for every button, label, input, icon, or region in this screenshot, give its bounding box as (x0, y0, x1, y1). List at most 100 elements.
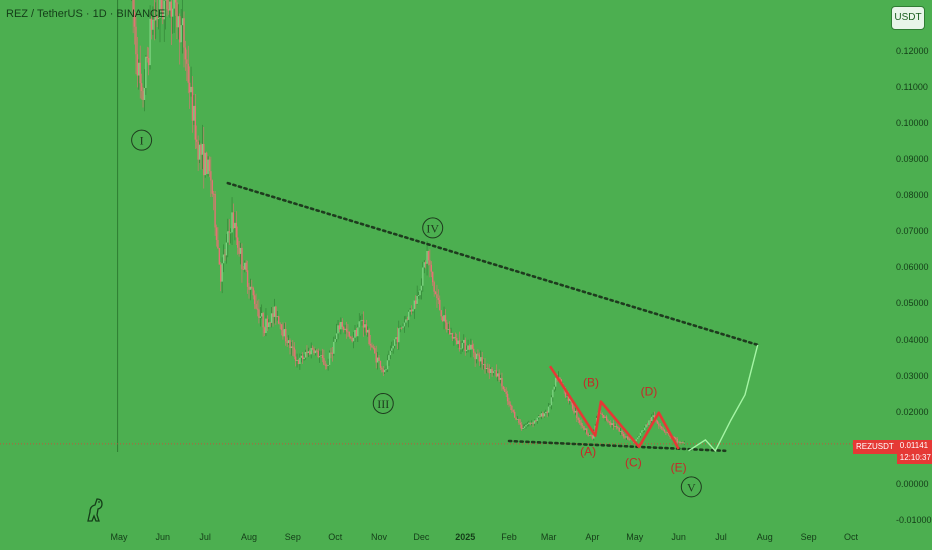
candle-body (645, 424, 647, 428)
candle-body (649, 420, 652, 422)
candle-body (253, 295, 256, 305)
x-tick-label: Aug (756, 532, 773, 542)
candle-body (600, 413, 602, 415)
wave-label: I (140, 134, 144, 148)
candle-body (238, 247, 240, 254)
candle-body (451, 333, 454, 339)
support-trendline (507, 439, 727, 453)
candle-body (385, 369, 387, 371)
candle-body (395, 337, 397, 340)
candle-body (679, 441, 681, 444)
correction-label: (E) (671, 461, 687, 475)
x-tick-label: 2025 (455, 532, 476, 542)
candle-body (362, 319, 365, 328)
candle-body (603, 414, 605, 418)
candle-body (638, 435, 640, 438)
candle-body (619, 431, 622, 432)
candle-body (489, 368, 492, 374)
tradingview-logo-icon[interactable] (84, 497, 106, 523)
candle-body (532, 422, 534, 424)
candle-body (147, 58, 150, 66)
candle-body (550, 397, 553, 406)
candle-body (666, 432, 668, 434)
candle-body (374, 348, 376, 354)
candle-body (429, 260, 431, 265)
candle-body (521, 424, 523, 429)
candle-body (583, 426, 585, 430)
x-tick-label: Oct (328, 532, 343, 542)
candle-body (203, 143, 205, 176)
candle-body (310, 348, 312, 355)
candle-body (263, 327, 266, 334)
candle-body (179, 16, 181, 43)
candle-body (169, 1, 171, 11)
candle-body (535, 420, 537, 422)
candle-body (586, 428, 588, 434)
candle-body (499, 377, 502, 380)
candle-body (434, 291, 437, 295)
candle-body (546, 411, 548, 413)
candle-body (478, 354, 481, 362)
candle-body (198, 144, 201, 160)
candle-body (381, 367, 383, 370)
candle-body (345, 328, 348, 332)
candle-body (463, 339, 465, 343)
candle-body (159, 0, 161, 18)
price-tag-countdown: 12:10:37 (899, 453, 931, 462)
candle-body (335, 333, 338, 340)
candle-body (248, 286, 250, 290)
candle-body (465, 349, 468, 352)
x-tick-label: Jul (715, 532, 727, 542)
candle-body (326, 365, 328, 367)
y-tick-label: 0.03000 (896, 370, 929, 381)
x-tick-label: Dec (413, 532, 430, 542)
x-tick-label: Sep (800, 532, 817, 542)
candle-body (627, 436, 629, 440)
candle-body (287, 340, 290, 344)
candle-body (242, 269, 245, 271)
candle-body (235, 222, 237, 238)
x-tick-label: Jun (155, 532, 171, 542)
candle-body (188, 82, 191, 93)
candle-body (393, 339, 396, 346)
wave-label: V (687, 480, 696, 494)
candle-body (658, 423, 660, 426)
wave-label-circle (680, 476, 702, 498)
candle-body (283, 329, 286, 337)
candle-body (386, 360, 389, 370)
candle-body (648, 420, 650, 425)
candle-body (365, 324, 367, 333)
candle-body (210, 171, 212, 181)
candle-body (396, 337, 399, 343)
candle-body (413, 300, 416, 310)
candle-body (554, 377, 557, 387)
candle-body (181, 18, 184, 26)
candle-body (302, 355, 304, 359)
candle-body (474, 352, 476, 360)
candle-body (468, 345, 471, 350)
candle-body (266, 318, 269, 328)
candle-body (211, 180, 213, 194)
candle-body (528, 422, 530, 425)
candle-body (232, 212, 235, 229)
candle-body (504, 388, 506, 392)
candle-body (138, 62, 140, 76)
candle-body (567, 396, 570, 401)
candle-body (501, 377, 503, 387)
candle-body (437, 298, 440, 300)
candle-body (157, 17, 160, 20)
candle-body (280, 324, 283, 331)
candle-body (497, 373, 499, 377)
candle-body (220, 264, 222, 282)
candle-body (539, 416, 541, 417)
candle-body (269, 322, 271, 324)
candle-body (659, 425, 661, 427)
candle-body (341, 321, 343, 327)
candle-body (453, 337, 455, 339)
candle-body (171, 8, 174, 17)
candle-body (484, 363, 486, 369)
y-tick-label: 0.11000 (896, 81, 928, 92)
currency-button[interactable]: USDT (891, 6, 925, 30)
